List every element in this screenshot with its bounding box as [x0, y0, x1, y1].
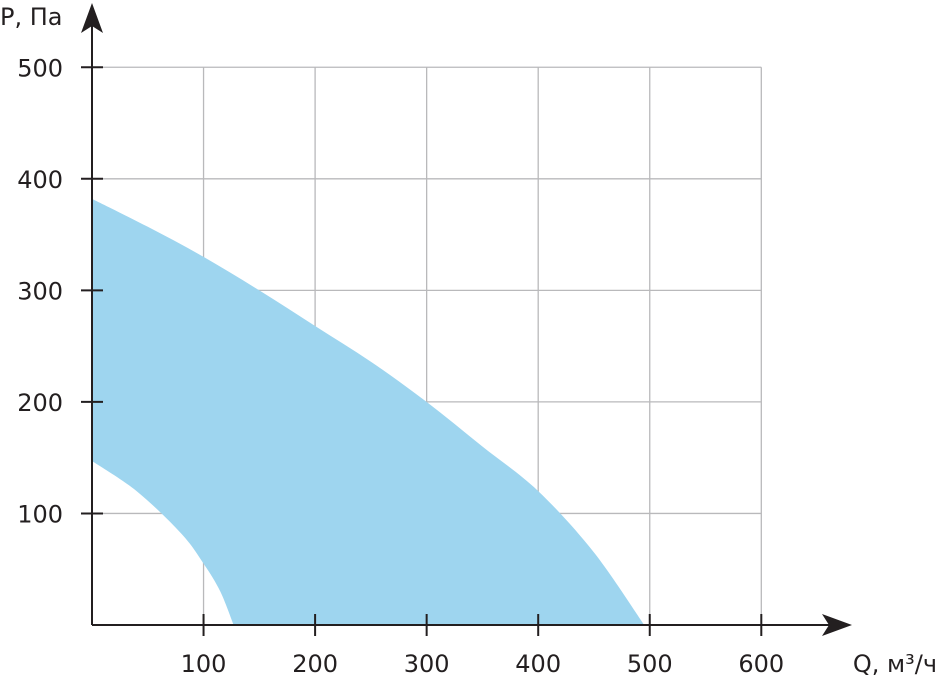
- y-axis-label: P, Па: [0, 3, 62, 31]
- x-tick-label: 200: [292, 650, 338, 678]
- x-axis-label: Q, м³/ч: [853, 650, 937, 678]
- y-tick-label: 300: [17, 277, 63, 305]
- y-axis-arrow: [81, 3, 103, 33]
- x-tick-label: 500: [627, 650, 673, 678]
- x-axis-arrow: [822, 614, 852, 636]
- y-tick-label: 400: [17, 166, 63, 194]
- ticks: 100 200 300 400 500 600 100 200 300 400 500: [17, 54, 784, 678]
- x-tick-label: 400: [515, 650, 561, 678]
- y-tick-label: 200: [17, 389, 63, 417]
- y-tick-label: 500: [17, 54, 63, 82]
- y-tick-label: 100: [17, 500, 63, 528]
- x-tick-label: 100: [181, 650, 227, 678]
- x-tick-label: 300: [404, 650, 450, 678]
- operating-area: [92, 198, 645, 625]
- axes: [81, 3, 852, 636]
- x-tick-label: 600: [738, 650, 784, 678]
